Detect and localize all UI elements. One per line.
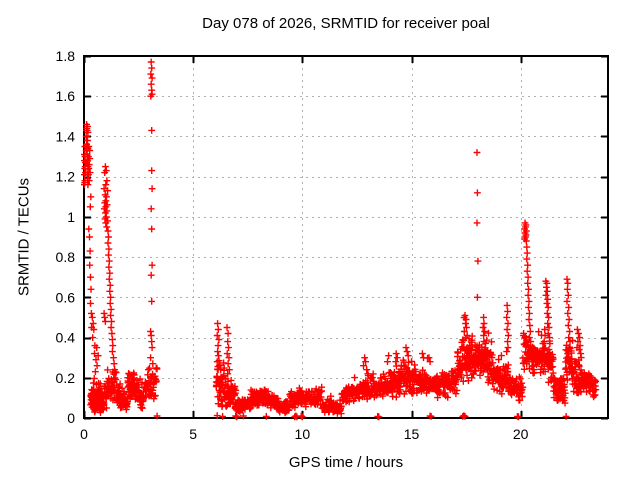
- y-tick-labels: 0 0.2 0.4 0.6 0.8 1 1.2 1.4 1.6 1.8: [56, 48, 76, 426]
- svg-text:10: 10: [295, 426, 311, 442]
- x-tick-labels: 0 5 10 15 20: [80, 426, 529, 442]
- svg-text:1.2: 1.2: [56, 169, 76, 185]
- x-axis-label: GPS time / hours: [288, 454, 404, 471]
- svg-text:1.4: 1.4: [56, 128, 76, 144]
- svg-text:0.8: 0.8: [56, 249, 76, 265]
- svg-text:1: 1: [67, 209, 75, 225]
- svg-text:0.6: 0.6: [56, 289, 76, 305]
- plot-border: [83, 55, 609, 419]
- svg-text:1.6: 1.6: [56, 88, 76, 104]
- svg-text:1.8: 1.8: [56, 48, 76, 64]
- svg-text:0.4: 0.4: [56, 330, 76, 346]
- data-points: [81, 58, 600, 421]
- svg-text:5: 5: [189, 426, 197, 442]
- svg-text:0.2: 0.2: [56, 370, 76, 386]
- y-axis-label: SRMTID / TECUs: [15, 177, 33, 297]
- svg-text:15: 15: [404, 426, 420, 442]
- svg-text:0: 0: [80, 426, 88, 442]
- svg-text:0: 0: [67, 410, 75, 426]
- chart-title: Day 078 of 2026, SRMTID for receiver poa…: [202, 15, 490, 32]
- svg-text:20: 20: [513, 426, 529, 442]
